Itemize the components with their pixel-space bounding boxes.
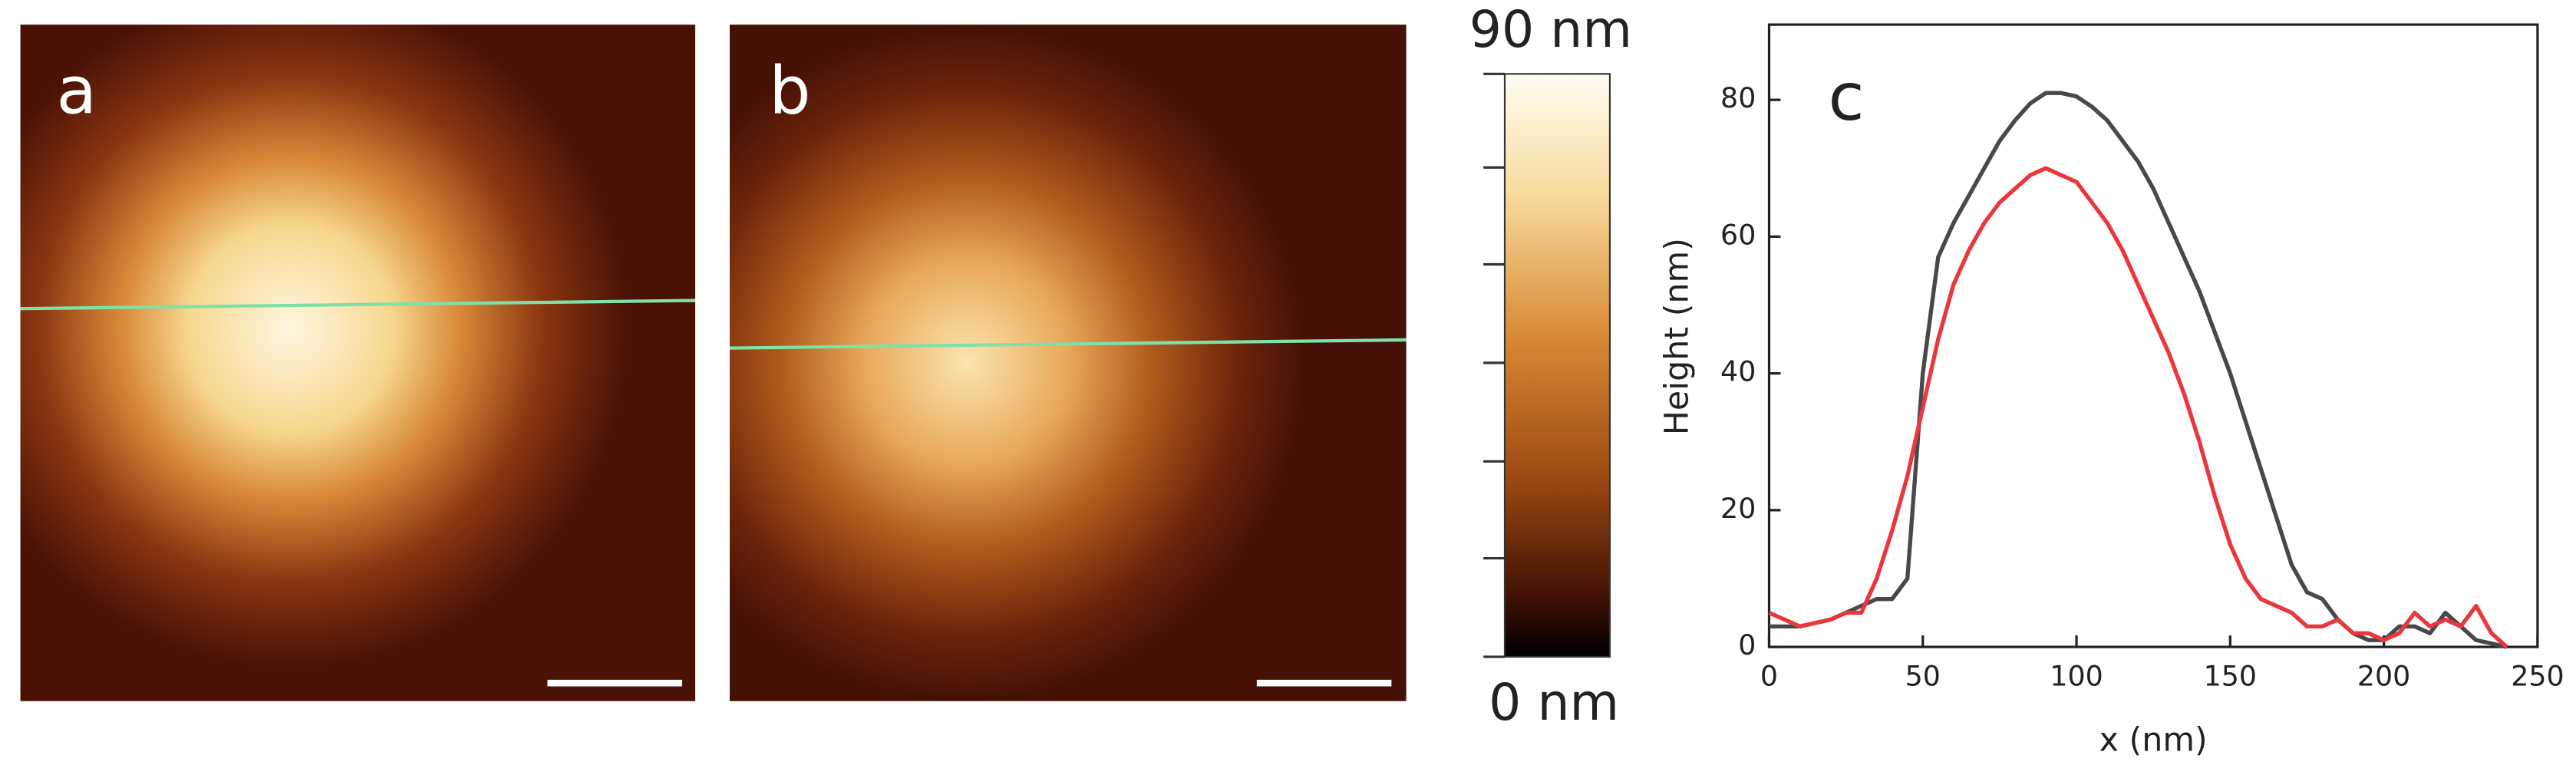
x-tick-label: 150 (2204, 660, 2257, 693)
panel-label: b (769, 54, 810, 130)
x-tick-label: 100 (2050, 660, 2103, 693)
colorbar-min: 0 nm (1489, 672, 1619, 732)
panel-label: c (1829, 60, 1865, 136)
afm-image-b (729, 25, 1407, 701)
afm-image-a (20, 25, 696, 701)
y-tick-label: 40 (1720, 355, 1756, 388)
y-tick-label: 60 (1720, 218, 1756, 251)
x-tick-label: 200 (2357, 660, 2410, 693)
x-tick-label: 0 (1760, 660, 1778, 693)
x-axis-label: x (nm) (2099, 721, 2208, 760)
scan-line (729, 338, 1407, 350)
y-tick-label: 20 (1720, 492, 1756, 525)
colorbar-ticks (1483, 72, 1505, 658)
y-tick-label: 0 (1738, 628, 1756, 661)
y-axis-label: Height (nm) (1657, 238, 1696, 435)
colorbar (1503, 73, 1611, 658)
plot-frame (1767, 23, 2539, 648)
scan-line (20, 298, 696, 311)
panel-label: a (57, 54, 97, 130)
data-line (1768, 166, 2508, 649)
x-tick-label: 250 (2511, 660, 2564, 693)
x-tick-label: 50 (1905, 660, 1941, 693)
y-tick-label: 80 (1720, 81, 1756, 114)
colorbar-max: 90 nm (1469, 0, 1632, 59)
